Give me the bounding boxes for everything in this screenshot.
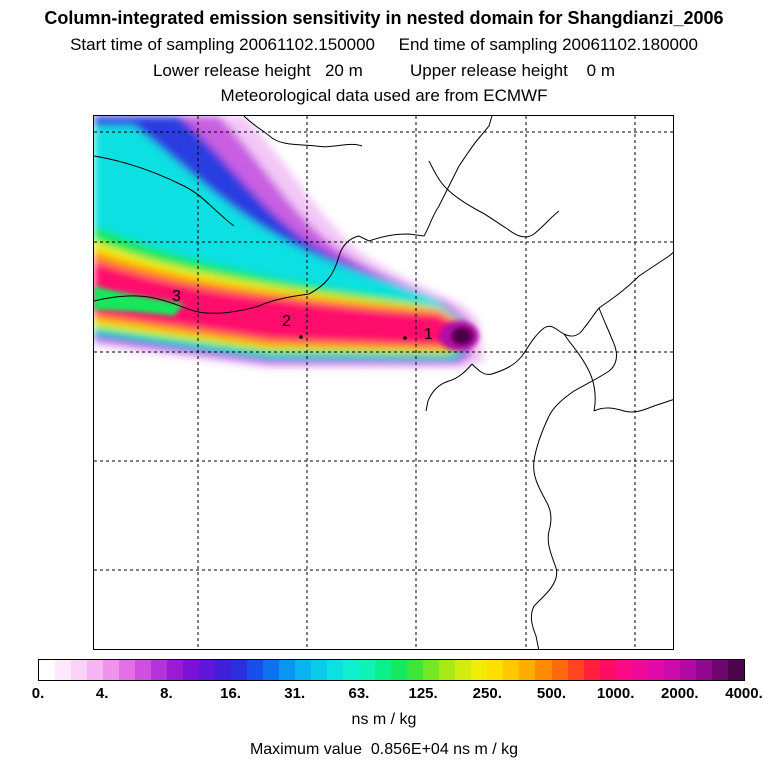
color-scale-segment [375, 660, 392, 680]
color-scale-segment [407, 660, 424, 680]
color-scale-segment [679, 660, 696, 680]
color-scale-segment [55, 660, 72, 680]
color-scale-segment [519, 660, 536, 680]
coast-line-south [548, 307, 617, 417]
color-scale-segment [167, 660, 184, 680]
color-scale-segment [551, 660, 568, 680]
color-scale-segment [695, 660, 712, 680]
color-scale-segment [39, 660, 56, 680]
color-scale-segment [103, 660, 120, 680]
color-scale-segment [119, 660, 136, 680]
trajectory-point [299, 335, 303, 339]
color-scale-segment [535, 660, 552, 680]
color-scale-segment [647, 660, 664, 680]
maximum-value-text: Maximum value 0.856E+04 ns m / kg [249, 741, 519, 758]
color-scale-segment [455, 660, 472, 680]
color-scale-segment [71, 660, 88, 680]
coast-line-island [563, 333, 596, 412]
color-scale-segment [199, 660, 216, 680]
color-scale-segment [215, 660, 232, 680]
plume-band-magenta [94, 261, 458, 346]
color-scale-bar [38, 659, 745, 681]
color-scale-segment [247, 660, 264, 680]
plume-core [94, 286, 479, 351]
sampling-time-line: Start time of sampling 20061102.150000 E… [70, 35, 698, 54]
color-scale-segment [599, 660, 616, 680]
coast-line-north [94, 155, 235, 227]
color-scale-segment [711, 660, 728, 680]
release-height-line: Lower release height 20 m Upper release … [152, 61, 616, 80]
color-scale-segment [263, 660, 280, 680]
color-scale-tick-label: 125. [408, 685, 438, 702]
plume-core-green-band [94, 286, 184, 316]
map-panel: 1 2 3 [93, 115, 674, 650]
coast-line-west [425, 363, 473, 412]
color-scale-tick-label: 16. [220, 685, 241, 702]
color-scale-tick-label: 500. [536, 685, 567, 702]
color-scale-segment [423, 660, 440, 680]
color-scale-tick-label: 31. [284, 685, 306, 702]
color-scale-tick-label: 8. [160, 685, 173, 702]
emission-sensitivity-map [94, 116, 673, 649]
color-scale-tick-label: 250. [472, 685, 502, 702]
plume-contours [94, 116, 484, 368]
border-line-2 [94, 235, 370, 314]
color-scale-unit: ns m / kg [351, 711, 417, 728]
trajectory-point [403, 336, 407, 340]
color-scale-tick-label: 0. [31, 685, 45, 702]
lat-lon-grid [94, 116, 673, 649]
color-scale-segment [615, 660, 632, 680]
map-title: Column-integrated emission sensitivity i… [44, 8, 724, 28]
color-scale-tick-label: 4000. [725, 685, 763, 702]
color-scale-tick-label: 4. [95, 685, 109, 702]
color-scale-segment [327, 660, 344, 680]
color-scale-segment [471, 660, 488, 680]
coast-line-northeast [593, 399, 673, 413]
color-scale-segment [183, 660, 200, 680]
color-scale-tick-label: 63. [348, 685, 370, 702]
color-scale-segment [311, 660, 328, 680]
meteorological-data-line: Meteorological data used are from ECMWF [220, 86, 548, 105]
color-scale-segment [663, 660, 680, 680]
border-line-1 [243, 116, 363, 148]
color-scale-segment [87, 660, 104, 680]
color-scale-segment [487, 660, 504, 680]
trajectory-label-1: 1 [424, 326, 433, 343]
source-area-dark [451, 327, 473, 345]
color-scale-segment [135, 660, 152, 680]
coast-line-korea [530, 415, 558, 649]
coast-line-east [505, 210, 560, 238]
color-scale-segment [439, 660, 456, 680]
color-scale-segment [391, 660, 408, 680]
coast-line-gulf [368, 116, 493, 242]
color-scale-segment [583, 660, 600, 680]
color-scale-segment [231, 660, 248, 680]
trajectory-label-3: 3 [172, 288, 181, 305]
color-scale-segment [567, 660, 584, 680]
color-scale-segment [359, 660, 376, 680]
color-scale-segment [279, 660, 296, 680]
color-scale-segment [727, 660, 744, 680]
color-scale-tick-label: 2000. [661, 685, 699, 702]
trajectory-label-2: 2 [282, 313, 291, 330]
color-scale-segment [295, 660, 312, 680]
coast-line-bay [471, 252, 673, 375]
coast-line-peninsula [428, 160, 507, 229]
color-scale-segment [631, 660, 648, 680]
color-scale-segment [503, 660, 520, 680]
color-scale-segment [343, 660, 360, 680]
color-scale-tick-label: 1000. [596, 685, 635, 702]
color-scale-segment [151, 660, 168, 680]
